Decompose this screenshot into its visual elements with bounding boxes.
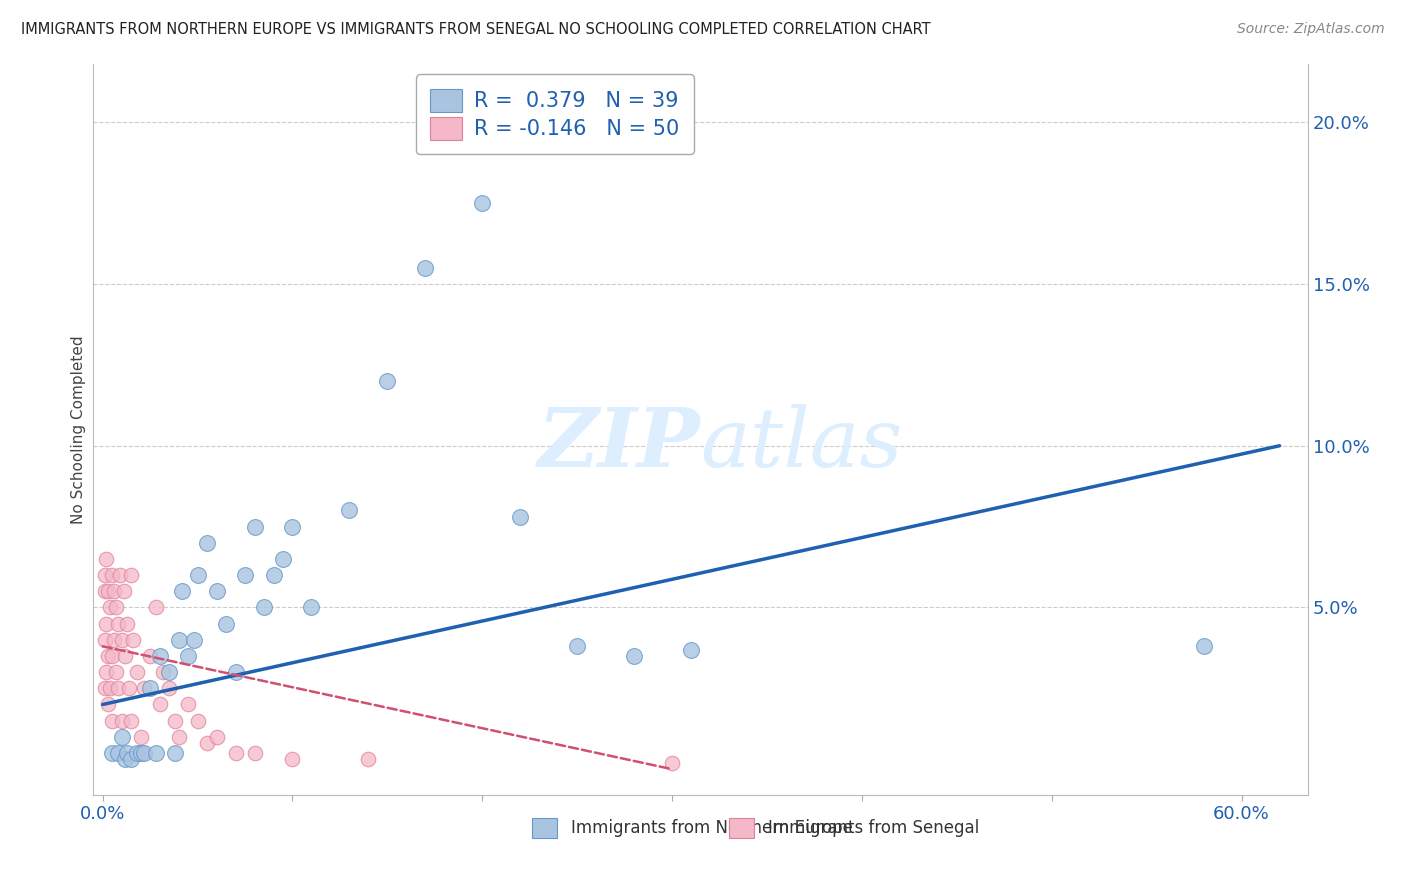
Point [114,648,136,663]
Point [129,730,152,744]
Point [1192,640,1215,654]
Point [103,632,125,647]
Point [357,752,380,766]
Point [661,756,683,770]
Point [187,568,209,582]
Point [107,746,129,760]
Point [93,584,115,599]
Point [104,665,127,680]
Point [177,648,200,663]
Point [215,616,238,631]
Point [187,714,209,728]
Point [111,714,134,728]
Point [118,681,141,696]
Y-axis label: No Schooling Completed: No Schooling Completed [72,335,86,524]
Point [195,736,218,750]
Point [111,730,134,744]
Point [339,503,361,517]
Point [205,730,228,744]
Point [117,616,139,631]
Point [120,714,142,728]
Point [111,632,134,647]
Point [163,714,186,728]
Point [104,600,127,615]
Point [134,681,156,696]
Point [253,600,276,615]
Point [163,746,186,760]
Point [205,584,228,599]
Text: IMMIGRANTS FROM NORTHERN EUROPE VS IMMIGRANTS FROM SENEGAL NO SCHOOLING COMPLETE: IMMIGRANTS FROM NORTHERN EUROPE VS IMMIG… [21,22,931,37]
Point [145,600,167,615]
Point [139,648,162,663]
Point [134,746,156,760]
Point [120,752,142,766]
Point [152,665,174,680]
Point [225,665,247,680]
Point [567,640,589,654]
Point [149,648,172,663]
Text: Immigrants from Northern Europe: Immigrants from Northern Europe [571,819,853,837]
Text: Source: ZipAtlas.com: Source: ZipAtlas.com [1237,22,1385,37]
Point [271,552,294,566]
Point [120,568,142,582]
Point [103,584,125,599]
Point [172,584,194,599]
Point [98,681,121,696]
Point [157,665,180,680]
Point [623,648,645,663]
Point [281,752,304,766]
Point [129,746,152,760]
Point [125,746,148,760]
Point [243,746,266,760]
Point [112,584,135,599]
Point [509,509,531,524]
Point [96,665,118,680]
Point [263,568,285,582]
Point [101,714,124,728]
Point [117,746,139,760]
Point [195,535,218,549]
Point [225,746,247,760]
Legend: R =  0.379   N = 39, R = -0.146   N = 50: R = 0.379 N = 39, R = -0.146 N = 50 [416,74,695,154]
Text: ZIP: ZIP [538,404,700,484]
Point [281,519,304,533]
Text: atlas: atlas [700,404,903,484]
Point [139,681,162,696]
Text: Immigrants from Senegal: Immigrants from Senegal [768,819,980,837]
Point [114,752,136,766]
Point [96,552,118,566]
Point [157,681,180,696]
Point [149,698,172,712]
Point [96,616,118,631]
Point [97,698,120,712]
Point [167,632,190,647]
Point [681,642,703,657]
Point [301,600,323,615]
Point [93,681,115,696]
Point [97,648,120,663]
Point [97,584,120,599]
Point [377,374,399,388]
Point [122,632,145,647]
Point [93,568,115,582]
Point [243,519,266,533]
Point [108,568,131,582]
Point [145,746,167,760]
Point [125,665,148,680]
Point [101,746,124,760]
Point [93,632,115,647]
Point [98,600,121,615]
Point [101,648,124,663]
Point [183,632,205,647]
Point [167,730,190,744]
Point [415,260,437,275]
Point [177,698,200,712]
Point [107,681,129,696]
Point [233,568,256,582]
Point [107,616,129,631]
Point [101,568,124,582]
Point [471,196,494,211]
